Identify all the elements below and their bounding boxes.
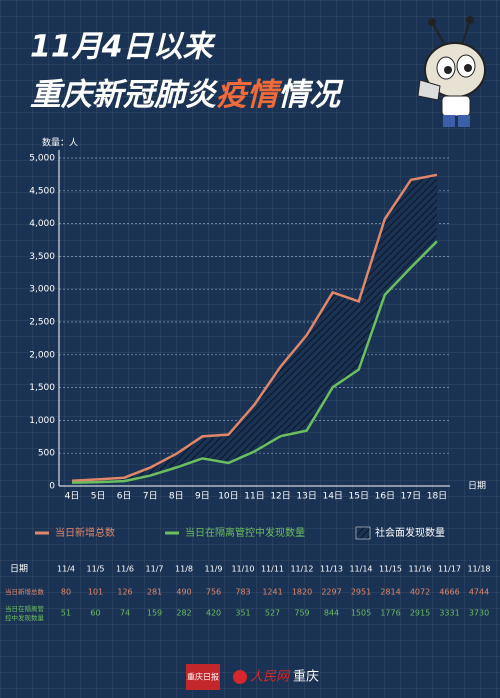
table-value: 80 <box>61 588 71 597</box>
table-value: 4072 <box>410 588 430 597</box>
y-tick-label: 1,500 <box>29 383 55 393</box>
y-tick-label: 5,000 <box>29 154 55 164</box>
table-value: 2951 <box>351 588 371 597</box>
x-tick-label: 9日 <box>195 491 210 502</box>
table-value: 281 <box>147 588 162 597</box>
x-tick-label: 8日 <box>169 491 184 502</box>
y-tick-label: 500 <box>38 449 55 459</box>
legend-swatch <box>355 526 371 540</box>
footer: 重庆日报 人民网 重庆 <box>186 664 319 690</box>
y-tick-label: 2,500 <box>29 318 55 328</box>
title-line2: 重庆新冠肺炎疫情情况 <box>30 77 344 113</box>
x-tick-label: 10日 <box>218 491 238 502</box>
table-value: 783 <box>235 588 250 597</box>
table-value: 1241 <box>262 588 282 597</box>
table-value: 490 <box>176 588 191 597</box>
table-value: 527 <box>265 609 280 618</box>
table-header: 日期 <box>10 564 28 575</box>
table-date: 11/4 <box>57 565 75 574</box>
table-date: 11/17 <box>438 565 461 574</box>
table-value: 51 <box>61 609 71 618</box>
table-value: 420 <box>206 609 221 618</box>
table-value: 159 <box>147 609 162 618</box>
legend-label: 当日新增总数 <box>55 526 115 539</box>
x-tick-label: 6日 <box>117 491 132 502</box>
table-value: 4666 <box>439 588 459 597</box>
x-tick-label: 7日 <box>143 491 158 502</box>
x-axis-label: 日期 <box>468 481 486 492</box>
table-value: 1820 <box>292 588 312 597</box>
x-tick-label: 5日 <box>91 491 106 502</box>
footer-logo: 重庆 <box>293 669 319 685</box>
table-date: 11/5 <box>87 565 105 574</box>
table-value: 3331 <box>439 609 459 618</box>
y-tick-label: 4,000 <box>29 219 55 229</box>
table-date: 11/7 <box>146 565 164 574</box>
x-tick-label: 18日 <box>427 491 447 502</box>
title-part: 情况 <box>278 77 344 113</box>
title-line1: 11月4日以来 <box>30 30 217 65</box>
series-line <box>71 173 438 483</box>
table-date: 11/8 <box>175 565 193 574</box>
x-tick-label: 16日 <box>375 491 395 502</box>
y-tick-label: 0 <box>49 482 55 492</box>
title-highlight: 疫情 <box>216 77 283 113</box>
y-tick-label: 1,000 <box>29 416 55 426</box>
x-tick-label: 13日 <box>296 491 316 502</box>
table-value: 101 <box>88 588 103 597</box>
x-tick-label: 4日 <box>65 491 80 502</box>
table-value: 756 <box>206 588 221 597</box>
y-tick-label: 4,500 <box>29 186 55 196</box>
footer-logo: 人民网 <box>250 670 291 685</box>
table-value: 2915 <box>410 609 430 618</box>
y-axis-label: 数量：人 <box>42 137 78 149</box>
table-row-label-part: 当日在隔离管 <box>5 604 45 613</box>
table-value: 1776 <box>380 609 400 618</box>
x-tick-label: 14日 <box>322 491 342 502</box>
table-value: 126 <box>117 588 132 597</box>
table-value: 844 <box>324 609 339 618</box>
table-date: 11/9 <box>205 565 223 574</box>
title-part: 重庆新冠肺炎 <box>30 77 218 113</box>
table-value: 4744 <box>469 588 489 597</box>
table-row-label: 当日新增总数 <box>5 587 45 596</box>
table-date: 11/14 <box>349 565 372 574</box>
table-date: 11/18 <box>467 565 490 574</box>
table-date: 11/11 <box>261 565 284 574</box>
y-tick-label: 2,000 <box>29 350 55 360</box>
table-value: 60 <box>90 609 100 618</box>
table-date: 11/16 <box>408 565 431 574</box>
area-between <box>72 174 437 483</box>
y-tick-label: 3,500 <box>29 252 55 262</box>
x-tick-label: 17日 <box>401 491 421 502</box>
table-row-label: 当日在隔离管控中发现数量 <box>5 604 45 622</box>
x-tick-label: 15日 <box>349 491 369 502</box>
table-date: 11/15 <box>379 565 402 574</box>
table-value: 2297 <box>321 588 341 597</box>
table-value: 3730 <box>469 609 489 618</box>
footer-logo: 重庆日报 <box>187 672 219 682</box>
legend-label: 社会面发现数量 <box>375 526 445 539</box>
series-line <box>72 240 438 484</box>
table-value: 282 <box>176 609 191 618</box>
legend-label: 当日在隔离管控中发现数量 <box>185 526 305 539</box>
table-value: 759 <box>294 609 309 618</box>
table-date: 11/6 <box>116 565 134 574</box>
x-tick-label: 11日 <box>244 491 264 502</box>
table-date: 11/10 <box>231 565 254 574</box>
y-tick-label: 3,000 <box>29 285 55 295</box>
table-value: 2814 <box>380 588 400 597</box>
mascot <box>417 16 486 127</box>
table-date: 11/13 <box>320 565 343 574</box>
table-date: 11/12 <box>290 565 313 574</box>
table-row-label-part: 控中发现数量 <box>5 613 45 622</box>
table-value: 1505 <box>351 609 371 618</box>
table-value: 351 <box>235 609 250 618</box>
x-tick-label: 12日 <box>270 491 290 502</box>
table-value: 74 <box>120 609 130 618</box>
